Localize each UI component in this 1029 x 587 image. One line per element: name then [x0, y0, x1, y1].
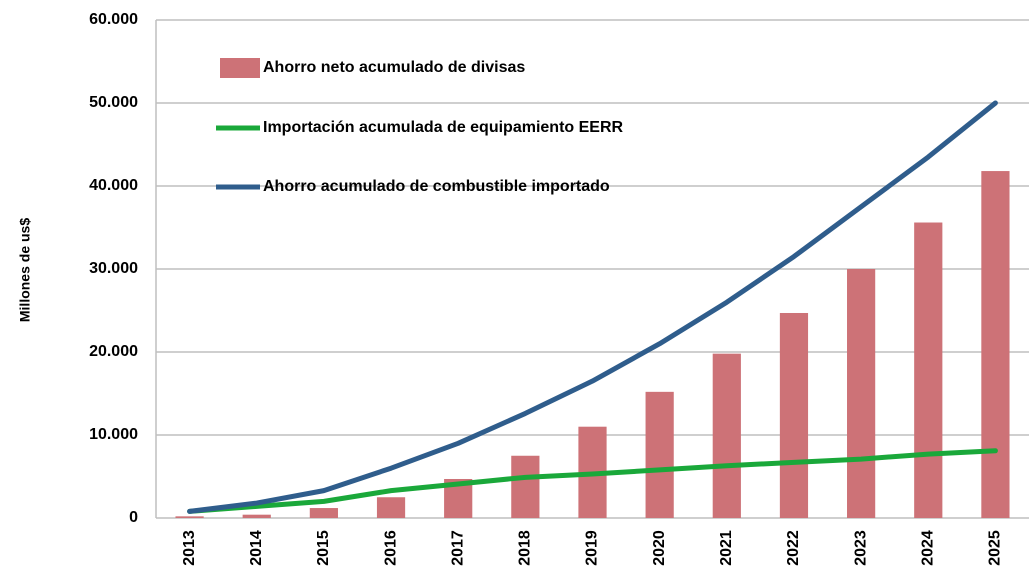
- bar: [376, 497, 406, 518]
- x-tick-label: 2025: [987, 530, 1004, 566]
- legend-label: Importación acumulada de equipamiento EE…: [263, 119, 624, 136]
- bar: [175, 516, 204, 518]
- bar: [309, 508, 338, 518]
- x-tick-label: 2019: [584, 530, 601, 566]
- bar: [242, 514, 271, 518]
- line: [187, 448, 998, 514]
- y-tick-label: 20.000: [89, 343, 138, 360]
- x-tick-label: 2015: [315, 530, 332, 566]
- line: [187, 100, 998, 514]
- x-tick-label: 2017: [449, 530, 466, 566]
- bar: [645, 391, 674, 518]
- x-tick-label: 2022: [785, 530, 802, 566]
- y-tick-label: 50.000: [89, 94, 138, 111]
- y-tick-label: 10.000: [89, 426, 138, 443]
- x-tick-label: 2013: [181, 530, 198, 566]
- legend-swatch: [220, 58, 260, 78]
- bar: [847, 269, 876, 518]
- bar: [981, 171, 1010, 518]
- x-tick-label: 2016: [382, 530, 399, 566]
- bar: [511, 455, 540, 518]
- bar: [914, 222, 943, 518]
- x-tick-label: 2020: [651, 530, 668, 566]
- x-tick-label: 2021: [718, 530, 735, 566]
- legend-label: Ahorro acumulado de combustible importad…: [263, 178, 610, 195]
- x-tick-label: 2024: [919, 530, 936, 566]
- x-tick-label: 2018: [517, 530, 534, 566]
- bar: [712, 353, 741, 518]
- legend-label: Ahorro neto acumulado de divisas: [263, 59, 525, 76]
- y-tick-label: 0: [129, 509, 138, 526]
- x-tick-label: 2023: [852, 530, 869, 566]
- y-axis-title: Millones de us$: [17, 218, 33, 322]
- y-tick-label: 40.000: [89, 177, 138, 194]
- x-tick-label: 2014: [248, 530, 265, 566]
- y-tick-label: 60.000: [89, 11, 138, 28]
- bar: [779, 312, 809, 518]
- y-tick-label: 30.000: [89, 260, 138, 277]
